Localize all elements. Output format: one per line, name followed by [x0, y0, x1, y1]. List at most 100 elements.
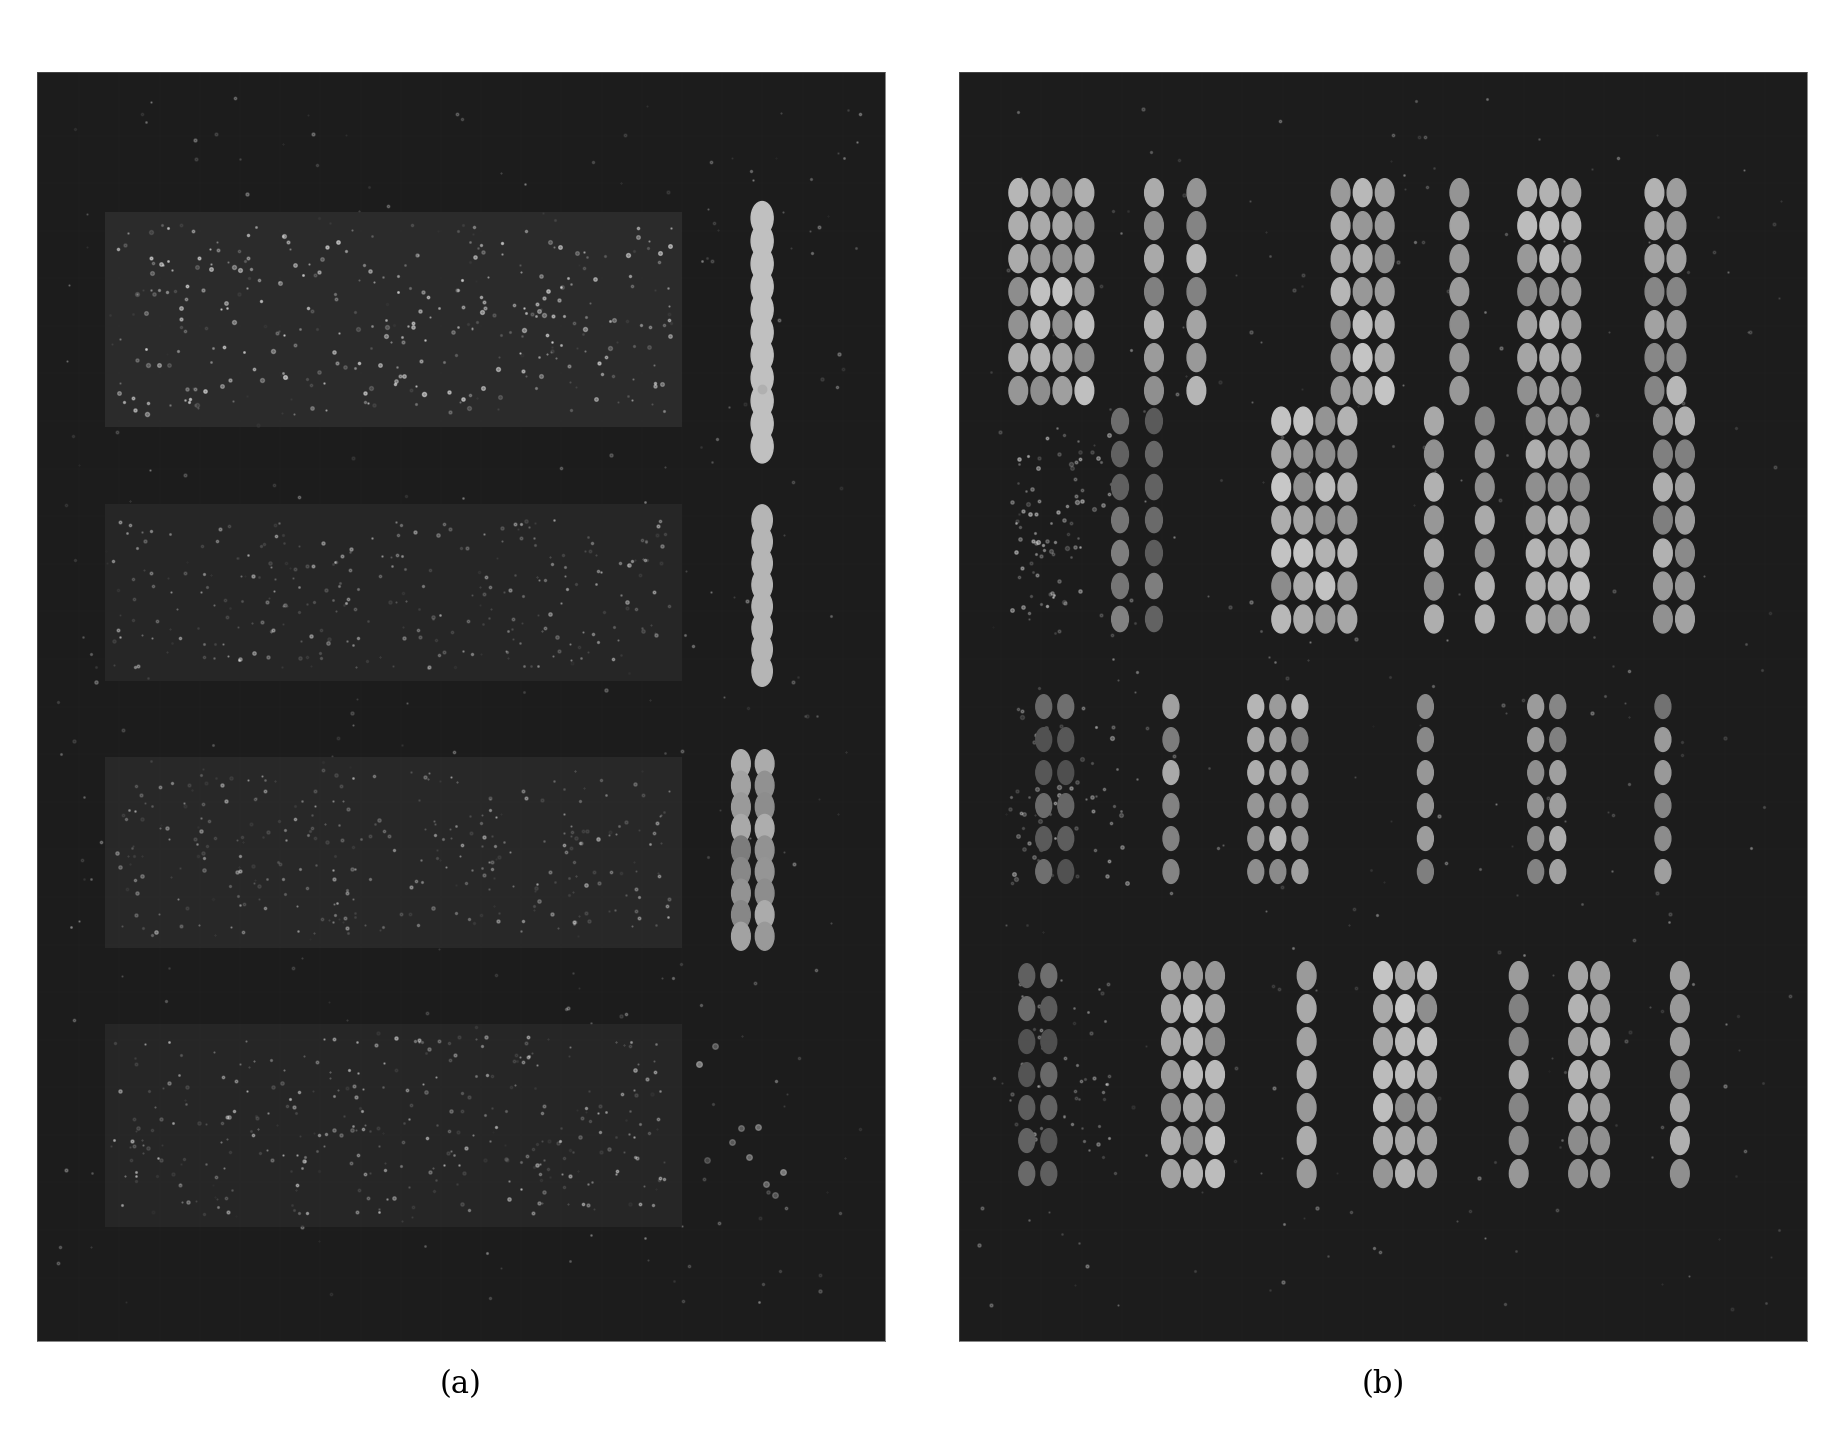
Circle shape: [1164, 728, 1178, 751]
Circle shape: [1667, 245, 1685, 273]
Circle shape: [1206, 962, 1224, 989]
Circle shape: [1676, 440, 1695, 469]
Circle shape: [1188, 278, 1206, 306]
Circle shape: [1562, 179, 1580, 206]
Circle shape: [1667, 212, 1685, 239]
Circle shape: [1331, 179, 1350, 206]
Circle shape: [1145, 574, 1162, 598]
Circle shape: [1418, 1159, 1436, 1188]
Circle shape: [1317, 606, 1335, 633]
Circle shape: [1418, 793, 1433, 818]
Circle shape: [1206, 1028, 1224, 1056]
Circle shape: [1571, 506, 1590, 534]
Circle shape: [1549, 539, 1567, 567]
Circle shape: [1540, 278, 1558, 306]
Circle shape: [1549, 506, 1567, 534]
Circle shape: [1540, 179, 1558, 206]
Circle shape: [1374, 995, 1392, 1022]
Circle shape: [1145, 278, 1164, 306]
Circle shape: [1162, 1061, 1180, 1089]
Circle shape: [1272, 473, 1291, 500]
Circle shape: [1540, 310, 1558, 339]
Circle shape: [1298, 1093, 1317, 1122]
Circle shape: [1569, 1093, 1588, 1122]
Bar: [105, 212, 682, 427]
Circle shape: [1527, 695, 1543, 718]
Circle shape: [1475, 506, 1494, 534]
Circle shape: [1272, 539, 1291, 567]
Circle shape: [1562, 278, 1580, 306]
Circle shape: [1549, 826, 1566, 851]
Circle shape: [752, 591, 773, 622]
Circle shape: [1475, 473, 1494, 500]
Circle shape: [1162, 1159, 1180, 1188]
Circle shape: [1562, 212, 1580, 239]
Circle shape: [1298, 995, 1317, 1022]
Circle shape: [1058, 826, 1073, 851]
Circle shape: [1376, 310, 1394, 339]
Circle shape: [1396, 1093, 1414, 1122]
Circle shape: [1317, 506, 1335, 534]
Circle shape: [1475, 572, 1494, 600]
Circle shape: [1031, 376, 1049, 405]
Circle shape: [1654, 761, 1671, 784]
Circle shape: [1569, 1126, 1588, 1155]
Circle shape: [1271, 695, 1285, 718]
Circle shape: [1145, 376, 1164, 405]
Circle shape: [1475, 440, 1494, 469]
Circle shape: [1075, 179, 1093, 206]
Circle shape: [1145, 310, 1164, 339]
Circle shape: [1425, 407, 1444, 435]
Circle shape: [1248, 826, 1263, 851]
Circle shape: [1248, 695, 1263, 718]
Circle shape: [1645, 376, 1663, 405]
Circle shape: [1676, 506, 1695, 534]
Circle shape: [1188, 310, 1206, 339]
Circle shape: [1667, 343, 1685, 372]
Circle shape: [1654, 695, 1671, 718]
Circle shape: [1271, 728, 1285, 751]
Circle shape: [1449, 343, 1468, 372]
Circle shape: [1671, 1093, 1689, 1122]
Circle shape: [1374, 1061, 1392, 1089]
Circle shape: [1339, 440, 1357, 469]
Circle shape: [732, 858, 751, 885]
Circle shape: [1654, 606, 1673, 633]
Circle shape: [1396, 1061, 1414, 1089]
Circle shape: [1671, 1061, 1689, 1089]
Circle shape: [1475, 407, 1494, 435]
Circle shape: [1654, 859, 1671, 884]
Circle shape: [1331, 376, 1350, 405]
Circle shape: [1449, 212, 1468, 239]
Circle shape: [1040, 963, 1057, 988]
Circle shape: [1645, 310, 1663, 339]
Circle shape: [1374, 1028, 1392, 1056]
Circle shape: [756, 880, 774, 907]
Circle shape: [1374, 962, 1392, 989]
Circle shape: [1475, 606, 1494, 633]
Circle shape: [1449, 245, 1468, 273]
Circle shape: [1418, 859, 1433, 884]
Circle shape: [1449, 278, 1468, 306]
Circle shape: [1293, 695, 1307, 718]
Circle shape: [1294, 407, 1313, 435]
Circle shape: [1188, 376, 1206, 405]
Circle shape: [1654, 440, 1673, 469]
Circle shape: [1293, 826, 1307, 851]
Circle shape: [1591, 1061, 1610, 1089]
Circle shape: [1562, 310, 1580, 339]
Circle shape: [1112, 408, 1129, 434]
Circle shape: [1112, 508, 1129, 532]
Circle shape: [1184, 995, 1202, 1022]
Circle shape: [1527, 440, 1545, 469]
Circle shape: [1676, 473, 1695, 500]
Circle shape: [1206, 1159, 1224, 1188]
Circle shape: [756, 750, 774, 777]
Circle shape: [1569, 1159, 1588, 1188]
Circle shape: [1376, 343, 1394, 372]
Circle shape: [1145, 607, 1162, 632]
Circle shape: [1188, 343, 1206, 372]
Circle shape: [1018, 1063, 1034, 1086]
Circle shape: [1040, 1063, 1057, 1086]
Circle shape: [1654, 826, 1671, 851]
